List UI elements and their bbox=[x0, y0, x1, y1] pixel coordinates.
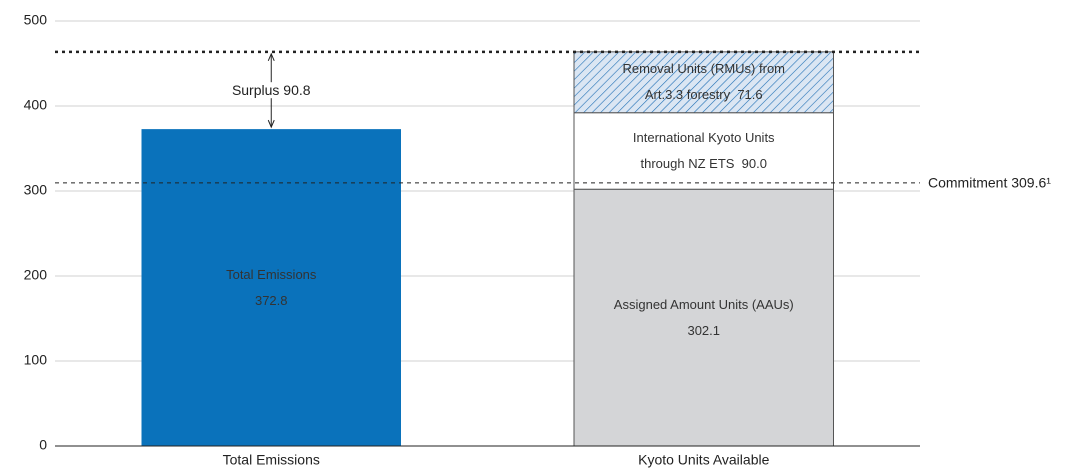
bar-segment bbox=[573, 188, 834, 447]
annotation: Surplus 90.8 bbox=[232, 82, 311, 98]
annotation-bg bbox=[228, 82, 314, 99]
x-tick-label: Kyoto Units Available bbox=[638, 452, 769, 468]
bar-segment bbox=[141, 129, 401, 446]
segment-value: 90.0 bbox=[741, 155, 767, 171]
arrow-head bbox=[267, 52, 275, 62]
segment-label: International Kyoto Units through NZ ETS… bbox=[613, 125, 795, 177]
segment-name: International Kyoto Units through NZ ETS bbox=[632, 129, 775, 171]
segment-label: Total Emissions 372.8 bbox=[142, 262, 402, 314]
segment-name: Total Emissions bbox=[226, 266, 317, 282]
segment-label: Assigned Amount Units (AAUs) 302.1 bbox=[574, 292, 834, 344]
segment-value: 302.1 bbox=[687, 322, 721, 338]
segment-label: Removal Units (RMUs) from Art.3.3 forest… bbox=[613, 56, 795, 108]
y-tick-label: 0 bbox=[39, 437, 47, 453]
segment-name: Assigned Amount Units (AAUs) bbox=[613, 296, 794, 312]
bar-segment bbox=[573, 112, 834, 190]
reference-label: Commitment 309.6¹ bbox=[928, 175, 1051, 191]
segment-value: 71.6 bbox=[737, 87, 763, 103]
y-tick-label: 100 bbox=[24, 352, 48, 368]
bar-segment bbox=[573, 51, 834, 114]
y-tick-label: 200 bbox=[24, 267, 48, 283]
y-tick-label: 300 bbox=[24, 182, 48, 198]
x-tick-label: Total Emissions bbox=[223, 452, 320, 468]
y-tick-label: 500 bbox=[24, 12, 48, 28]
segment-value: 372.8 bbox=[254, 292, 288, 308]
arrow-head bbox=[267, 119, 275, 129]
segment-name: Removal Units (RMUs) from Art.3.3 forest… bbox=[622, 61, 785, 103]
y-tick-label: 400 bbox=[24, 97, 48, 113]
